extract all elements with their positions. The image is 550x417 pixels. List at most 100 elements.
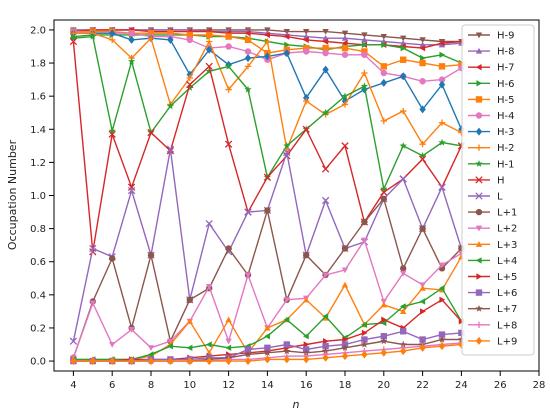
data-point-L+5-23: [439, 296, 446, 304]
data-point-L+3-22: [419, 285, 426, 291]
data-point-L+9-13: [244, 357, 252, 366]
data-point-L+4-21: [400, 303, 406, 310]
data-point-L-15: [283, 148, 291, 157]
legend-label: H: [497, 175, 505, 186]
data-point-L-4: [69, 337, 78, 345]
legend-label: L: [497, 192, 503, 203]
data-point-H-4-20: [380, 69, 387, 77]
data-point-L+3-20: [380, 301, 387, 308]
data-point-H-1-15: [283, 141, 291, 149]
data-point-H-4: [69, 37, 78, 46]
data-point-L+3-12: [225, 316, 232, 323]
data-point-L+1-8: [147, 251, 155, 259]
data-point-L-9: [166, 145, 175, 153]
data-point-H-6: [108, 130, 116, 138]
data-point-H-6-15: [284, 41, 290, 49]
data-point-H-4-12: [225, 43, 232, 50]
y-tick-label: 1.2: [30, 158, 46, 169]
data-point-L+4-14: [264, 333, 270, 340]
legend-marker: [475, 47, 483, 54]
data-point-H-2-19: [361, 69, 368, 77]
data-point-L+6-19: [361, 336, 368, 343]
legend-label: L+9: [497, 336, 517, 347]
data-point-L+6-17: [322, 342, 329, 350]
data-point-L+2-18: [341, 267, 349, 274]
legend-label: L+6: [497, 288, 517, 299]
data-point-H-12: [224, 140, 233, 148]
data-point-L+3-10: [186, 318, 193, 324]
data-point-H-1-12: [224, 62, 233, 70]
legend-label: H-9: [497, 31, 515, 42]
data-point-H-9-18: [341, 30, 349, 37]
legend-label: H-1: [497, 159, 515, 170]
legend-label: H-8: [497, 47, 515, 58]
legend-marker: [475, 112, 483, 119]
data-point-H-2-10: [186, 74, 193, 82]
data-point-L+2-6: [109, 341, 116, 348]
legend-item-L+6: L+6: [468, 288, 517, 299]
legend-item-L+5: L+5: [468, 272, 517, 283]
data-point-H-7-13: [244, 30, 251, 37]
data-point-H-2-21: [400, 107, 407, 115]
x-tick-label: 20: [377, 380, 390, 391]
legend-item-L+2: L+2: [468, 224, 517, 235]
data-point-H-8-18: [341, 35, 349, 41]
data-point-H-2-23: [438, 119, 446, 126]
x-tick-label: 14: [261, 380, 274, 391]
data-point-H-9-17: [322, 29, 329, 35]
data-point-H-1-10: [186, 84, 194, 91]
data-point-L+4-20: [380, 319, 387, 327]
data-point-H-5-17: [322, 44, 329, 52]
legend-item-H-4: H-4: [468, 111, 515, 122]
legend-label: H-5: [497, 95, 515, 106]
data-point-H-1-23: [438, 138, 446, 146]
legend-marker: [475, 192, 483, 200]
data-point-H-2-8: [147, 35, 155, 42]
y-tick-label: 1.8: [30, 59, 46, 70]
data-point-L+9-19: [361, 350, 368, 359]
data-point-H-3-15: [283, 49, 290, 58]
data-point-H-5-9: [167, 30, 174, 37]
data-point-H-2-18: [341, 101, 349, 108]
legend-marker: [475, 64, 482, 71]
data-point-L+4-8: [147, 351, 154, 358]
legend-label: L+4: [497, 256, 517, 267]
legend-label: L+3: [497, 240, 517, 251]
data-point-H-5-16: [303, 44, 310, 52]
y-tick-label: 2.0: [30, 25, 46, 36]
data-point-H-1-13: [244, 85, 252, 93]
data-point-L+4-23: [438, 285, 445, 292]
data-point-H-2-12: [225, 86, 232, 93]
data-point-L+9-12: [225, 357, 232, 366]
data-point-L+1-12: [225, 245, 232, 252]
data-point-L+4-17: [322, 313, 329, 320]
data-point-H-7: [127, 183, 136, 191]
data-point-H-5-24: [458, 61, 465, 68]
legend-label: H-7: [497, 63, 515, 74]
data-point-H-2-6: [109, 36, 116, 44]
data-point-L+9-7: [128, 357, 135, 366]
data-point-L+7-16: [302, 348, 310, 356]
data-point-H-6-23: [439, 51, 446, 58]
legend-frame: [461, 24, 535, 356]
y-tick-label: 0.2: [30, 323, 46, 334]
data-point-H-9-22: [419, 37, 426, 44]
data-point-H-6-21: [400, 44, 407, 52]
data-point-H-18: [341, 142, 349, 150]
legend-label: H-2: [497, 143, 515, 154]
y-tick-label: 1.0: [30, 191, 46, 202]
data-point-L+6-13: [244, 346, 252, 353]
data-point-H-7-17: [322, 38, 329, 45]
data-point-L+9-17: [322, 353, 329, 362]
data-point-H-7-16: [303, 36, 309, 44]
data-point-H-3-9: [167, 35, 174, 44]
data-point-L+7-19: [360, 340, 369, 348]
data-point-H-1-17: [321, 108, 330, 116]
data-point-L-23: [438, 183, 446, 191]
legend-label: L+2: [497, 224, 517, 235]
x-tick-label: 6: [109, 380, 115, 391]
data-point-H-1-5: [89, 32, 97, 40]
data-point-L+6-23: [438, 331, 446, 338]
data-point-L+4-11: [206, 341, 212, 348]
data-point-L+3-18: [341, 281, 349, 288]
